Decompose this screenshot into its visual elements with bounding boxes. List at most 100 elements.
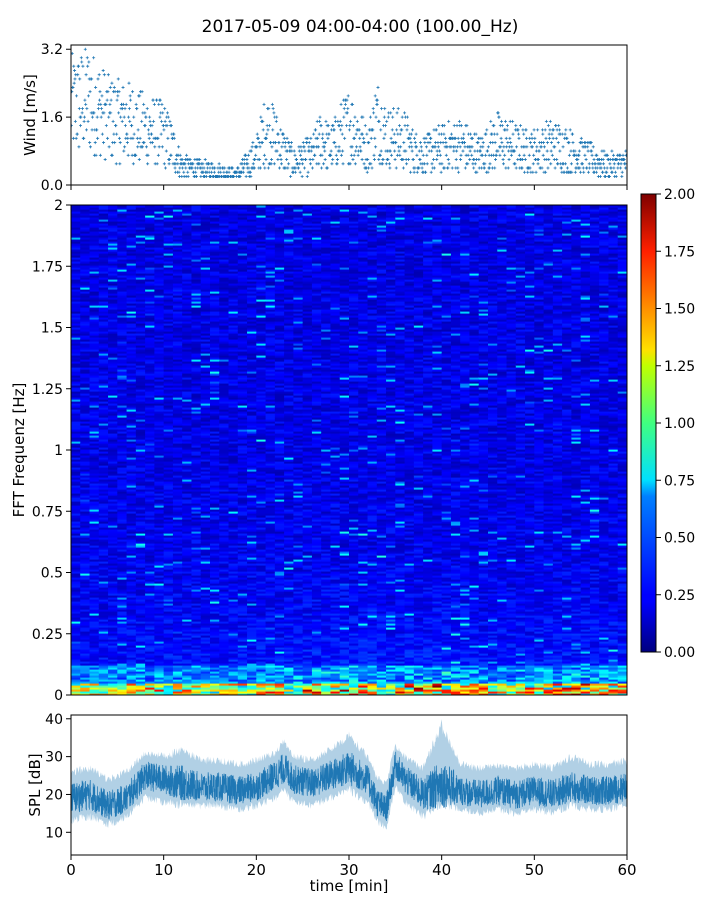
spectrogram-cell bbox=[80, 509, 91, 512]
spectrogram-cell bbox=[182, 229, 193, 232]
spectrogram-cell bbox=[191, 415, 202, 418]
spectrogram-cell bbox=[172, 329, 183, 332]
spectrogram-cell bbox=[80, 621, 91, 624]
spectrogram-cell bbox=[182, 451, 193, 454]
spectrogram-cell bbox=[182, 339, 193, 342]
wind-point bbox=[525, 145, 529, 149]
spectrogram-cell bbox=[117, 529, 128, 532]
spectrogram-cell bbox=[117, 455, 128, 458]
spectrogram-cell bbox=[135, 443, 146, 446]
spectrogram-cell bbox=[182, 385, 193, 388]
spectrogram-cell bbox=[154, 609, 165, 612]
spectrogram-cell bbox=[163, 405, 174, 408]
spectrogram-cell bbox=[172, 361, 183, 364]
spectrogram-cell bbox=[163, 321, 174, 324]
wind-point bbox=[164, 166, 168, 170]
spectrogram-cell bbox=[89, 469, 100, 472]
wind-point bbox=[313, 153, 317, 157]
spectrogram-cell bbox=[145, 249, 155, 252]
spectrogram-cell bbox=[71, 255, 81, 258]
spectrogram-cell bbox=[145, 451, 155, 454]
wind-point bbox=[152, 102, 156, 106]
spectrogram-cell bbox=[163, 363, 174, 366]
spectrogram-cell bbox=[98, 299, 109, 302]
wind-point bbox=[86, 94, 90, 98]
spectrogram-cell bbox=[154, 293, 165, 296]
spectrogram-cell bbox=[200, 551, 211, 554]
wind-point bbox=[365, 132, 369, 136]
wind-point bbox=[308, 158, 312, 162]
spectrogram-cell bbox=[117, 551, 128, 554]
wind-point bbox=[444, 141, 448, 145]
spectrogram-cell bbox=[145, 509, 155, 512]
spectrogram-cell bbox=[182, 405, 193, 408]
spectrogram-cell bbox=[182, 459, 193, 462]
spectrogram-cell bbox=[182, 489, 193, 492]
spectrogram-cell bbox=[89, 517, 100, 520]
spectrogram-cell bbox=[98, 379, 109, 382]
spectrogram-cell bbox=[182, 593, 193, 596]
spectrogram-cell bbox=[145, 323, 155, 326]
spectrogram-cell bbox=[71, 293, 81, 296]
wind-point bbox=[493, 166, 497, 170]
spectrogram-cell bbox=[89, 489, 100, 492]
spectrogram-cell bbox=[126, 591, 137, 594]
spectrogram-cell bbox=[80, 265, 91, 268]
wind-point bbox=[404, 149, 408, 153]
wind-point bbox=[79, 124, 83, 128]
spectrogram-cell bbox=[182, 359, 193, 362]
spectrogram-cell bbox=[108, 615, 118, 618]
spectrogram-cell bbox=[98, 629, 109, 632]
spectrogram-cell bbox=[163, 387, 174, 390]
spectrogram-cell bbox=[135, 435, 146, 438]
spectrogram-cell bbox=[135, 375, 146, 378]
spectrogram-cell bbox=[191, 421, 202, 424]
spectrogram-cell bbox=[163, 519, 174, 522]
spectrogram-cell bbox=[117, 431, 128, 434]
spectrogram-cell bbox=[182, 655, 193, 658]
spectrogram-cell bbox=[98, 439, 109, 442]
spectrogram-cell bbox=[191, 209, 202, 212]
spectrogram-cell bbox=[98, 241, 109, 244]
spectrogram-cell bbox=[172, 321, 183, 324]
spectrogram-cell bbox=[98, 619, 109, 622]
spectrogram-cell bbox=[191, 403, 202, 406]
wind-point bbox=[125, 132, 129, 136]
spectrogram-cell bbox=[200, 687, 211, 690]
spectrogram-cell bbox=[135, 427, 146, 430]
spectrogram-cell bbox=[117, 623, 128, 626]
wind-point bbox=[366, 158, 370, 162]
spectrogram-cell bbox=[135, 567, 146, 570]
spectrogram-cell bbox=[182, 467, 193, 470]
spectrogram-cell bbox=[182, 543, 193, 546]
spectrogram-cell bbox=[182, 523, 193, 526]
spectrogram-cell bbox=[98, 611, 109, 614]
spectrogram-cell bbox=[182, 585, 193, 588]
spectrogram-cell bbox=[80, 269, 91, 272]
spectrogram-cell bbox=[108, 223, 118, 226]
spectrogram-cell bbox=[98, 351, 109, 354]
spectrogram-cell bbox=[71, 637, 81, 640]
spectrogram-cell bbox=[126, 503, 137, 506]
spectrogram-cell bbox=[89, 673, 100, 676]
spectrogram-cell bbox=[172, 275, 183, 278]
spectrogram-cell bbox=[71, 493, 81, 496]
spectrogram-cell bbox=[98, 549, 109, 552]
spectrogram-cell bbox=[108, 525, 118, 528]
spectrogram-cell bbox=[89, 321, 100, 324]
wind-point bbox=[511, 119, 515, 123]
spectrogram-cell bbox=[145, 519, 155, 522]
spectrogram-cell bbox=[98, 273, 109, 276]
spectrogram-cell bbox=[117, 209, 128, 212]
spectrogram-cell bbox=[126, 251, 137, 254]
spectrogram-cell bbox=[71, 421, 81, 424]
spectrogram-cell bbox=[126, 495, 137, 498]
spectrogram-cell bbox=[80, 223, 91, 226]
spectrogram-cell bbox=[126, 623, 137, 626]
spectrogram-cell bbox=[145, 377, 155, 380]
spectrogram-cell bbox=[135, 475, 146, 478]
spectrogram-cell bbox=[126, 499, 137, 502]
wind-point bbox=[345, 98, 349, 102]
wind-point bbox=[590, 153, 594, 157]
spectrogram-cell bbox=[163, 617, 174, 620]
